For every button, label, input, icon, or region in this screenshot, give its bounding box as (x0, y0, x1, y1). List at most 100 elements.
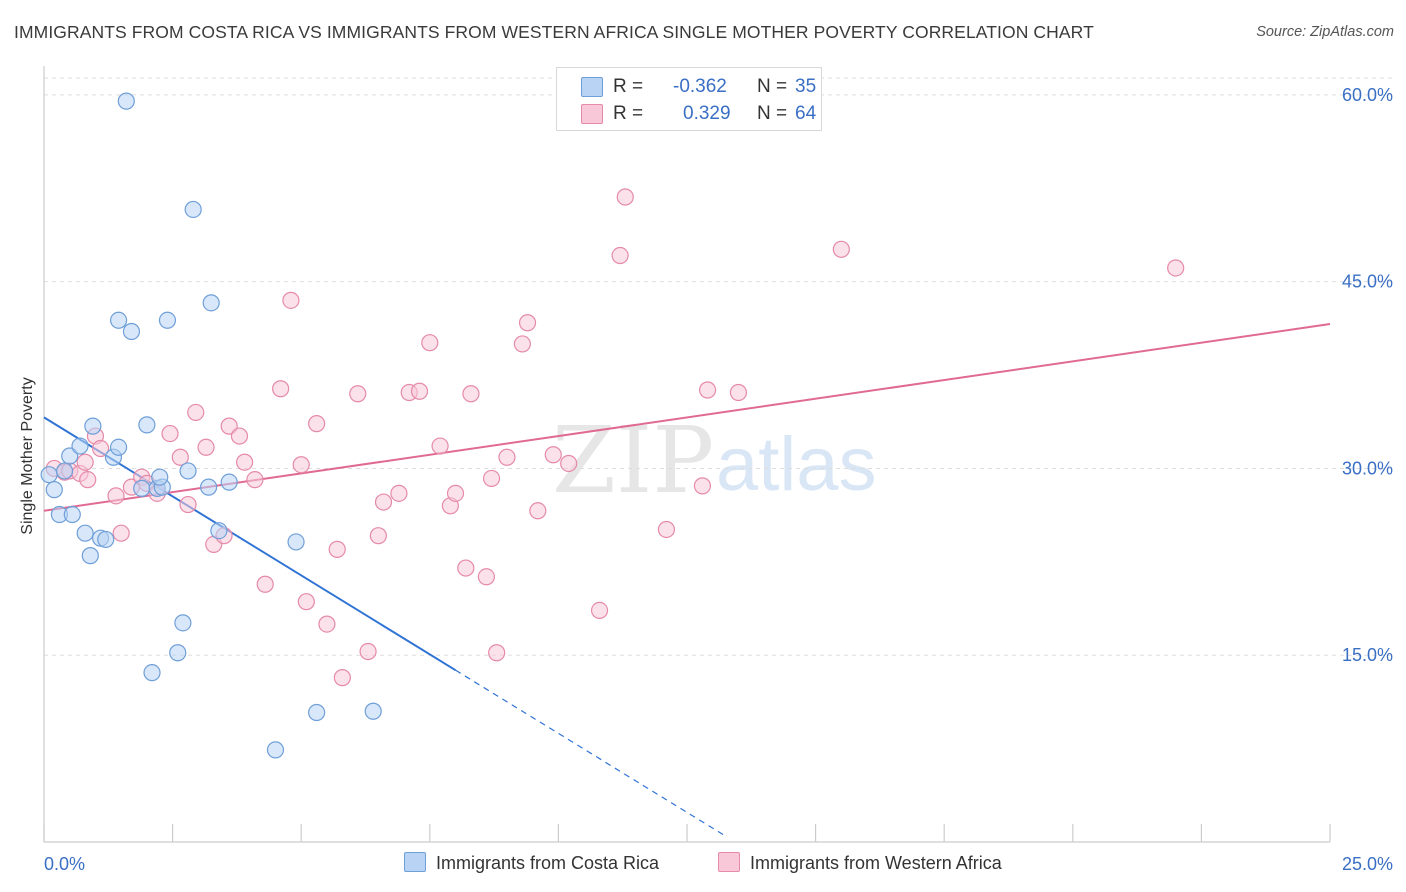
point-western-africa (197, 438, 215, 456)
point-costa-rica (364, 702, 382, 720)
point-costa-rica (151, 468, 169, 486)
point-costa-rica (174, 614, 192, 632)
point-western-africa (318, 615, 336, 633)
point-western-africa (446, 484, 465, 502)
point-costa-rica (179, 462, 197, 480)
point-costa-rica (61, 447, 79, 465)
point-western-africa (457, 559, 475, 577)
point-costa-rica (63, 505, 81, 524)
point-western-africa (179, 495, 197, 514)
legend-swatch-blue (404, 852, 426, 872)
point-western-africa (272, 380, 290, 398)
point-western-africa (236, 453, 254, 471)
point-western-africa (590, 601, 609, 620)
y-tick-label: 30.0% (1342, 458, 1393, 478)
point-costa-rica (287, 533, 305, 551)
point-costa-rica (200, 478, 218, 496)
data-points (40, 92, 1185, 759)
gridlines (44, 77, 1392, 656)
point-costa-rica (81, 547, 99, 565)
point-costa-rica (220, 473, 238, 491)
point-western-africa (161, 424, 179, 443)
watermark-atlas: atlas (716, 422, 877, 507)
point-costa-rica (117, 92, 135, 110)
point-costa-rica (169, 644, 187, 662)
point-western-africa (544, 446, 562, 464)
point-western-africa (297, 593, 315, 611)
point-costa-rica (122, 322, 141, 341)
watermark: ZIP atlas (552, 407, 877, 514)
point-western-africa (308, 415, 326, 433)
point-western-africa (1167, 259, 1185, 277)
point-western-africa (292, 456, 310, 474)
point-western-africa (187, 403, 205, 422)
point-costa-rica (308, 703, 326, 722)
point-western-africa (657, 520, 676, 539)
point-western-africa (611, 246, 629, 265)
point-costa-rica (133, 479, 151, 497)
point-western-africa (482, 469, 501, 488)
point-costa-rica (202, 294, 220, 312)
point-western-africa (477, 568, 495, 586)
legend-n-value: 35 (795, 76, 817, 97)
point-costa-rica (138, 416, 156, 434)
trend-line-costa-rica-extension (455, 669, 724, 836)
point-western-africa (91, 439, 110, 458)
point-western-africa (390, 484, 408, 502)
point-western-africa (560, 454, 578, 473)
legend-r-value: -0.362 (673, 76, 727, 97)
point-western-africa (171, 448, 189, 466)
point-western-africa (513, 335, 531, 353)
legend-n-label: N = (757, 103, 788, 124)
legend-swatch-blue (581, 77, 603, 97)
legend-series-name: Immigrants from Western Africa (750, 853, 1002, 873)
chart-title: IMMIGRANTS FROM COSTA RICA VS IMMIGRANTS… (14, 22, 1094, 42)
point-western-africa (369, 527, 387, 545)
legend-item-costa-rica: Immigrants from Costa Rica (404, 852, 659, 874)
point-western-africa (256, 575, 274, 593)
legend-r-label: R = (613, 76, 644, 97)
y-tick-label: 15.0% (1342, 645, 1393, 665)
tick-labels: 15.0% 30.0% 45.0% 60.0% 0.0% 25.0% (44, 85, 1393, 874)
point-western-africa (462, 385, 480, 403)
point-western-africa (518, 314, 537, 332)
y-tick-label: 60.0% (1342, 85, 1393, 105)
point-costa-rica (109, 438, 128, 456)
point-costa-rica (266, 741, 285, 759)
point-western-africa (246, 471, 264, 489)
point-western-africa (282, 291, 300, 309)
point-western-africa (410, 382, 429, 400)
legend-r-label: R = (613, 103, 644, 124)
point-western-africa (616, 188, 634, 206)
point-western-africa (107, 487, 125, 505)
point-western-africa (488, 644, 506, 662)
point-western-africa (230, 427, 249, 445)
point-costa-rica (210, 522, 228, 540)
point-western-africa (76, 453, 94, 471)
point-western-africa (349, 385, 367, 403)
axes (43, 66, 1331, 843)
x-tick-label: 25.0% (1342, 854, 1393, 874)
legend-n-value: 64 (795, 103, 817, 124)
point-western-africa (333, 669, 351, 687)
point-costa-rica (55, 462, 74, 480)
point-costa-rica (184, 200, 202, 219)
point-costa-rica (76, 524, 94, 542)
point-western-africa (431, 437, 449, 455)
point-western-africa (832, 240, 850, 258)
point-western-africa (220, 417, 238, 435)
point-western-africa (328, 540, 346, 558)
point-western-africa (79, 471, 97, 489)
trend-lines (43, 323, 1331, 836)
point-western-africa (698, 381, 717, 399)
point-costa-rica (71, 437, 89, 455)
point-western-africa (693, 477, 712, 495)
legend-series-name: Immigrants from Costa Rica (436, 853, 660, 873)
legend-swatch-pink (581, 104, 603, 124)
point-costa-rica (97, 530, 115, 549)
x-tick-label: 0.0% (44, 854, 85, 874)
point-costa-rica (45, 481, 63, 499)
correlation-legend: R = -0.362 N = 35 R = 0.329 N = 64 (556, 67, 822, 131)
point-western-africa (359, 642, 377, 661)
